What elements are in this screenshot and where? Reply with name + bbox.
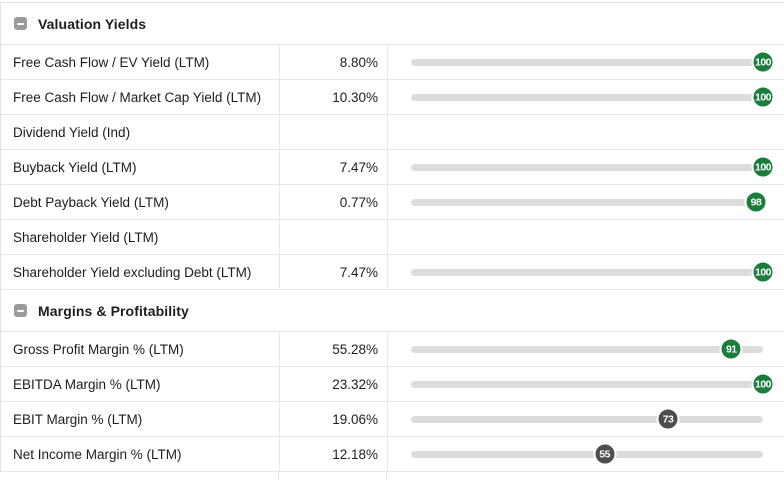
metric-slider-cell: 73 [388, 402, 784, 436]
metric-row: Free Cash Flow / Market Cap Yield (LTM) … [1, 80, 784, 115]
collapse-minus-icon[interactable] [14, 17, 27, 30]
metric-row: Buyback Yield (LTM) 7.47% 100 [1, 150, 784, 185]
metrics-section: Margins & Profitability Gross Profit Mar… [1, 290, 784, 472]
metric-label: Dividend Yield (Ind) [1, 115, 280, 149]
metric-row: Shareholder Yield excluding Debt (LTM) 7… [1, 255, 784, 290]
metric-label: Buyback Yield (LTM) [1, 150, 280, 184]
percentile-score-badge: 100 [751, 50, 775, 74]
section-header[interactable]: Valuation Yields [1, 3, 784, 45]
percentile-track: 98 [411, 190, 768, 214]
metric-row: Gross Profit Margin % (LTM) 55.28% 91 [1, 332, 784, 367]
metric-value: 19.06% [280, 402, 388, 436]
metric-value [280, 115, 388, 149]
metric-slider-cell: 55 [388, 437, 784, 471]
percentile-score-badge: 91 [719, 337, 743, 361]
percentile-track: 100 [411, 372, 775, 396]
metric-label: Free Cash Flow / EV Yield (LTM) [1, 45, 280, 79]
metric-row: Debt Payback Yield (LTM) 0.77% 98 [1, 185, 784, 220]
section-header[interactable]: Margins & Profitability [1, 290, 784, 332]
percentile-score-badge: 100 [751, 155, 775, 179]
metric-row: Shareholder Yield (LTM) [1, 220, 784, 255]
percentile-score-badge: 55 [593, 442, 617, 466]
percentile-track: 100 [411, 85, 775, 109]
metric-value: 7.47% [280, 255, 388, 289]
metric-row: Free Cash Flow / EV Yield (LTM) 8.80% 10… [1, 45, 784, 80]
metric-value: 0.77% [280, 185, 388, 219]
percentile-track: 100 [411, 155, 775, 179]
metric-slider-cell: 100 [388, 255, 784, 289]
metric-label: Shareholder Yield (LTM) [1, 220, 280, 254]
section-rows: Gross Profit Margin % (LTM) 55.28% 91 EB… [1, 332, 784, 472]
collapse-minus-icon[interactable] [14, 304, 27, 317]
metric-slider-cell [388, 220, 784, 254]
metric-value: 12.18% [280, 437, 388, 471]
metric-value: 10.30% [280, 80, 388, 114]
metric-value [280, 220, 388, 254]
metric-value: 55.28% [280, 332, 388, 366]
percentile-track: 100 [411, 260, 775, 284]
section-rows: Free Cash Flow / EV Yield (LTM) 8.80% 10… [1, 45, 784, 290]
metric-label: EBITDA Margin % (LTM) [1, 367, 280, 401]
percentile-score-badge: 100 [751, 260, 775, 284]
valuation-metrics-table: Valuation Yields Free Cash Flow / EV Yie… [0, 2, 784, 472]
metric-row: Net Income Margin % (LTM) 12.18% 55 [1, 437, 784, 472]
percentile-track: 55 [411, 442, 763, 466]
section-title: Margins & Profitability [38, 302, 189, 319]
metric-value: 8.80% [280, 45, 388, 79]
metric-row: EBIT Margin % (LTM) 19.06% 73 [1, 402, 784, 437]
percentile-track: 73 [411, 407, 763, 431]
percentile-score-badge: 100 [751, 85, 775, 109]
percentile-track: 100 [411, 50, 775, 74]
next-row-partial [0, 472, 784, 480]
section-title: Valuation Yields [38, 15, 147, 32]
metric-label: Shareholder Yield excluding Debt (LTM) [1, 255, 280, 289]
metric-slider-cell: 100 [388, 45, 784, 79]
metric-row: EBITDA Margin % (LTM) 23.32% 100 [1, 367, 784, 402]
metric-label: Debt Payback Yield (LTM) [1, 185, 280, 219]
metric-value: 7.47% [280, 150, 388, 184]
metric-slider-cell: 100 [388, 367, 784, 401]
metric-label: Net Income Margin % (LTM) [1, 437, 280, 471]
metrics-section: Valuation Yields Free Cash Flow / EV Yie… [1, 3, 784, 290]
metric-slider-cell: 100 [388, 80, 784, 114]
percentile-score-badge: 98 [744, 190, 768, 214]
metric-slider-cell: 91 [388, 332, 784, 366]
metric-label: Free Cash Flow / Market Cap Yield (LTM) [1, 80, 280, 114]
percentile-score-badge: 73 [656, 407, 680, 431]
metric-label: EBIT Margin % (LTM) [1, 402, 280, 436]
metric-value: 23.32% [280, 367, 388, 401]
metric-slider-cell: 100 [388, 150, 784, 184]
percentile-score-badge: 100 [751, 372, 775, 396]
metric-label: Gross Profit Margin % (LTM) [1, 332, 280, 366]
metric-row: Dividend Yield (Ind) [1, 115, 784, 150]
percentile-track: 91 [411, 337, 763, 361]
metric-slider-cell: 98 [388, 185, 784, 219]
metric-slider-cell [388, 115, 784, 149]
